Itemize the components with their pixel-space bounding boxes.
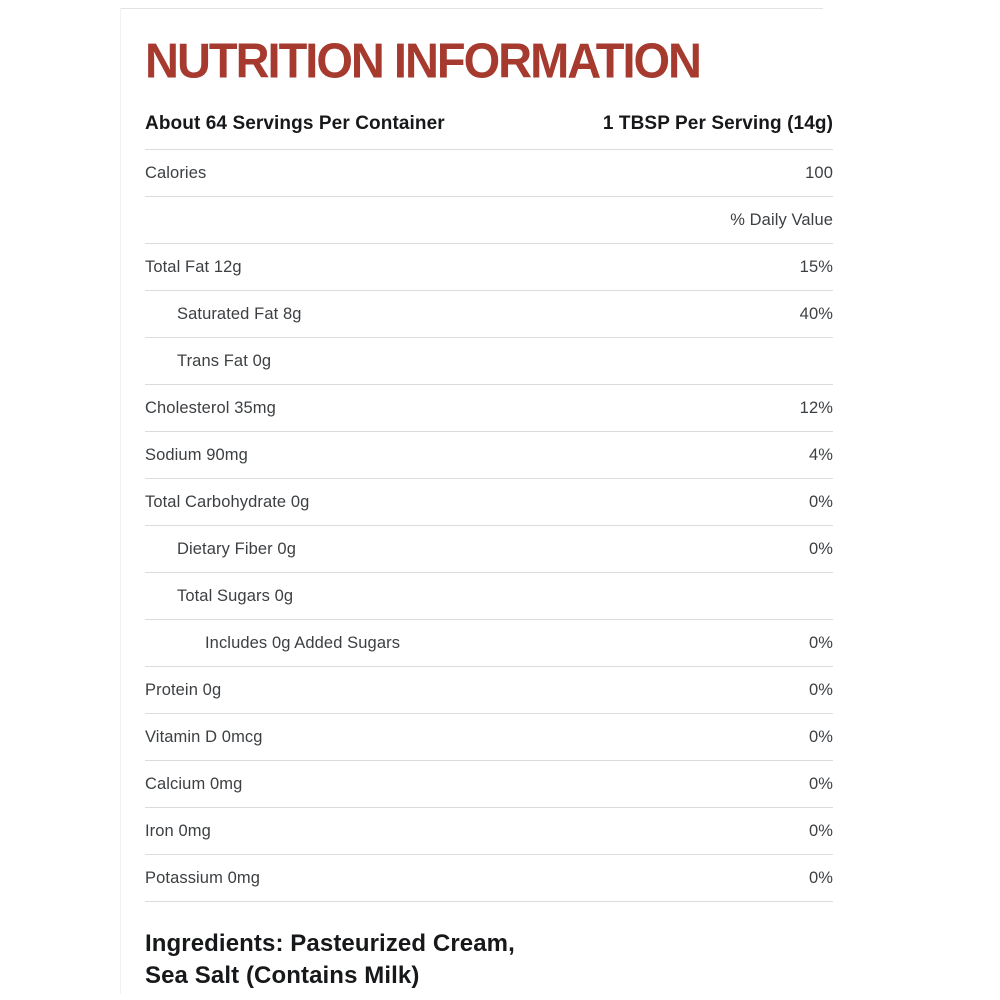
serving-size-label: 1 TBSP Per Serving (14g) [602, 113, 833, 134]
nutrient-label: Calcium 0mg [145, 774, 243, 793]
nutrition-information-title: NUTRITION INFORMATION [145, 32, 702, 88]
nutrition-table: Calories 100 % Daily Value Total Fat 12g… [145, 150, 833, 902]
nutrient-row: Includes 0g Added Sugars 0% [145, 620, 833, 667]
nutrient-row: Calcium 0mg 0% [145, 761, 833, 808]
nutrient-value: 4% [808, 445, 833, 464]
nutrient-value: 15% [799, 257, 833, 276]
panel-top-border [120, 8, 823, 9]
nutrient-row: Calories 100 [145, 150, 833, 197]
nutrient-row: Cholesterol 35mg 12% [145, 385, 833, 432]
nutrient-label: Total Fat 12g [145, 257, 242, 276]
ingredients-line-2: Sea Salt (Contains Milk) [145, 961, 420, 989]
nutrient-row: Saturated Fat 8g 40% [145, 291, 833, 338]
nutrient-value: 40% [799, 304, 833, 323]
nutrient-value: 12% [799, 398, 833, 417]
nutrient-label: Includes 0g Added Sugars [205, 633, 401, 652]
nutrient-value: 0% [808, 868, 833, 887]
nutrient-label: Sodium 90mg [145, 445, 248, 464]
nutrient-value: 0% [808, 727, 833, 746]
nutrient-label: Calories [145, 163, 207, 182]
nutrient-label: Cholesterol 35mg [145, 398, 276, 417]
panel-left-border [120, 8, 121, 994]
nutrient-label: Dietary Fiber 0g [177, 539, 296, 558]
nutrient-label: Iron 0mg [145, 821, 211, 840]
nutrient-label: Saturated Fat 8g [177, 304, 302, 323]
nutrient-row: Trans Fat 0g [145, 338, 833, 385]
nutrient-row: Dietary Fiber 0g 0% [145, 526, 833, 573]
nutrient-row: Protein 0g 0% [145, 667, 833, 714]
nutrient-label: Trans Fat 0g [177, 351, 272, 370]
nutrient-row: % Daily Value [145, 197, 833, 244]
nutrient-label: Total Sugars 0g [177, 586, 294, 605]
nutrient-label: Protein 0g [145, 680, 222, 699]
nutrient-value: 0% [808, 492, 833, 511]
nutrient-row: Total Carbohydrate 0g 0% [145, 479, 833, 526]
servings-per-container-label: About 64 Servings Per Container [145, 113, 445, 134]
serving-header-row: About 64 Servings Per Container 1 TBSP P… [145, 113, 833, 150]
nutrient-row: Vitamin D 0mcg 0% [145, 714, 833, 761]
nutrient-row: Total Fat 12g 15% [145, 244, 833, 291]
nutrient-label: Potassium 0mg [145, 868, 261, 887]
nutrient-row: Iron 0mg 0% [145, 808, 833, 855]
nutrient-value: 0% [808, 680, 833, 699]
nutrient-value: 100 [805, 163, 833, 182]
nutrient-value: 0% [808, 633, 833, 652]
nutrient-label: Total Carbohydrate 0g [145, 492, 310, 511]
nutrient-value: % Daily Value [730, 210, 833, 229]
nutrition-content: NUTRITION INFORMATION About 64 Servings … [145, 8, 833, 992]
nutrient-label: Vitamin D 0mcg [145, 727, 263, 746]
nutrient-row: Sodium 90mg 4% [145, 432, 833, 479]
nutrient-row: Total Sugars 0g [145, 573, 833, 620]
nutrient-value: 0% [808, 821, 833, 840]
ingredients-line-1: Ingredients: Pasteurized Cream, [145, 930, 515, 957]
nutrient-row: Potassium 0mg 0% [145, 855, 833, 902]
nutrient-value: 0% [808, 774, 833, 793]
nutrient-value: 0% [808, 539, 833, 558]
ingredients-text: Ingredients: Pasteurized Cream, Sea Salt… [145, 928, 833, 992]
